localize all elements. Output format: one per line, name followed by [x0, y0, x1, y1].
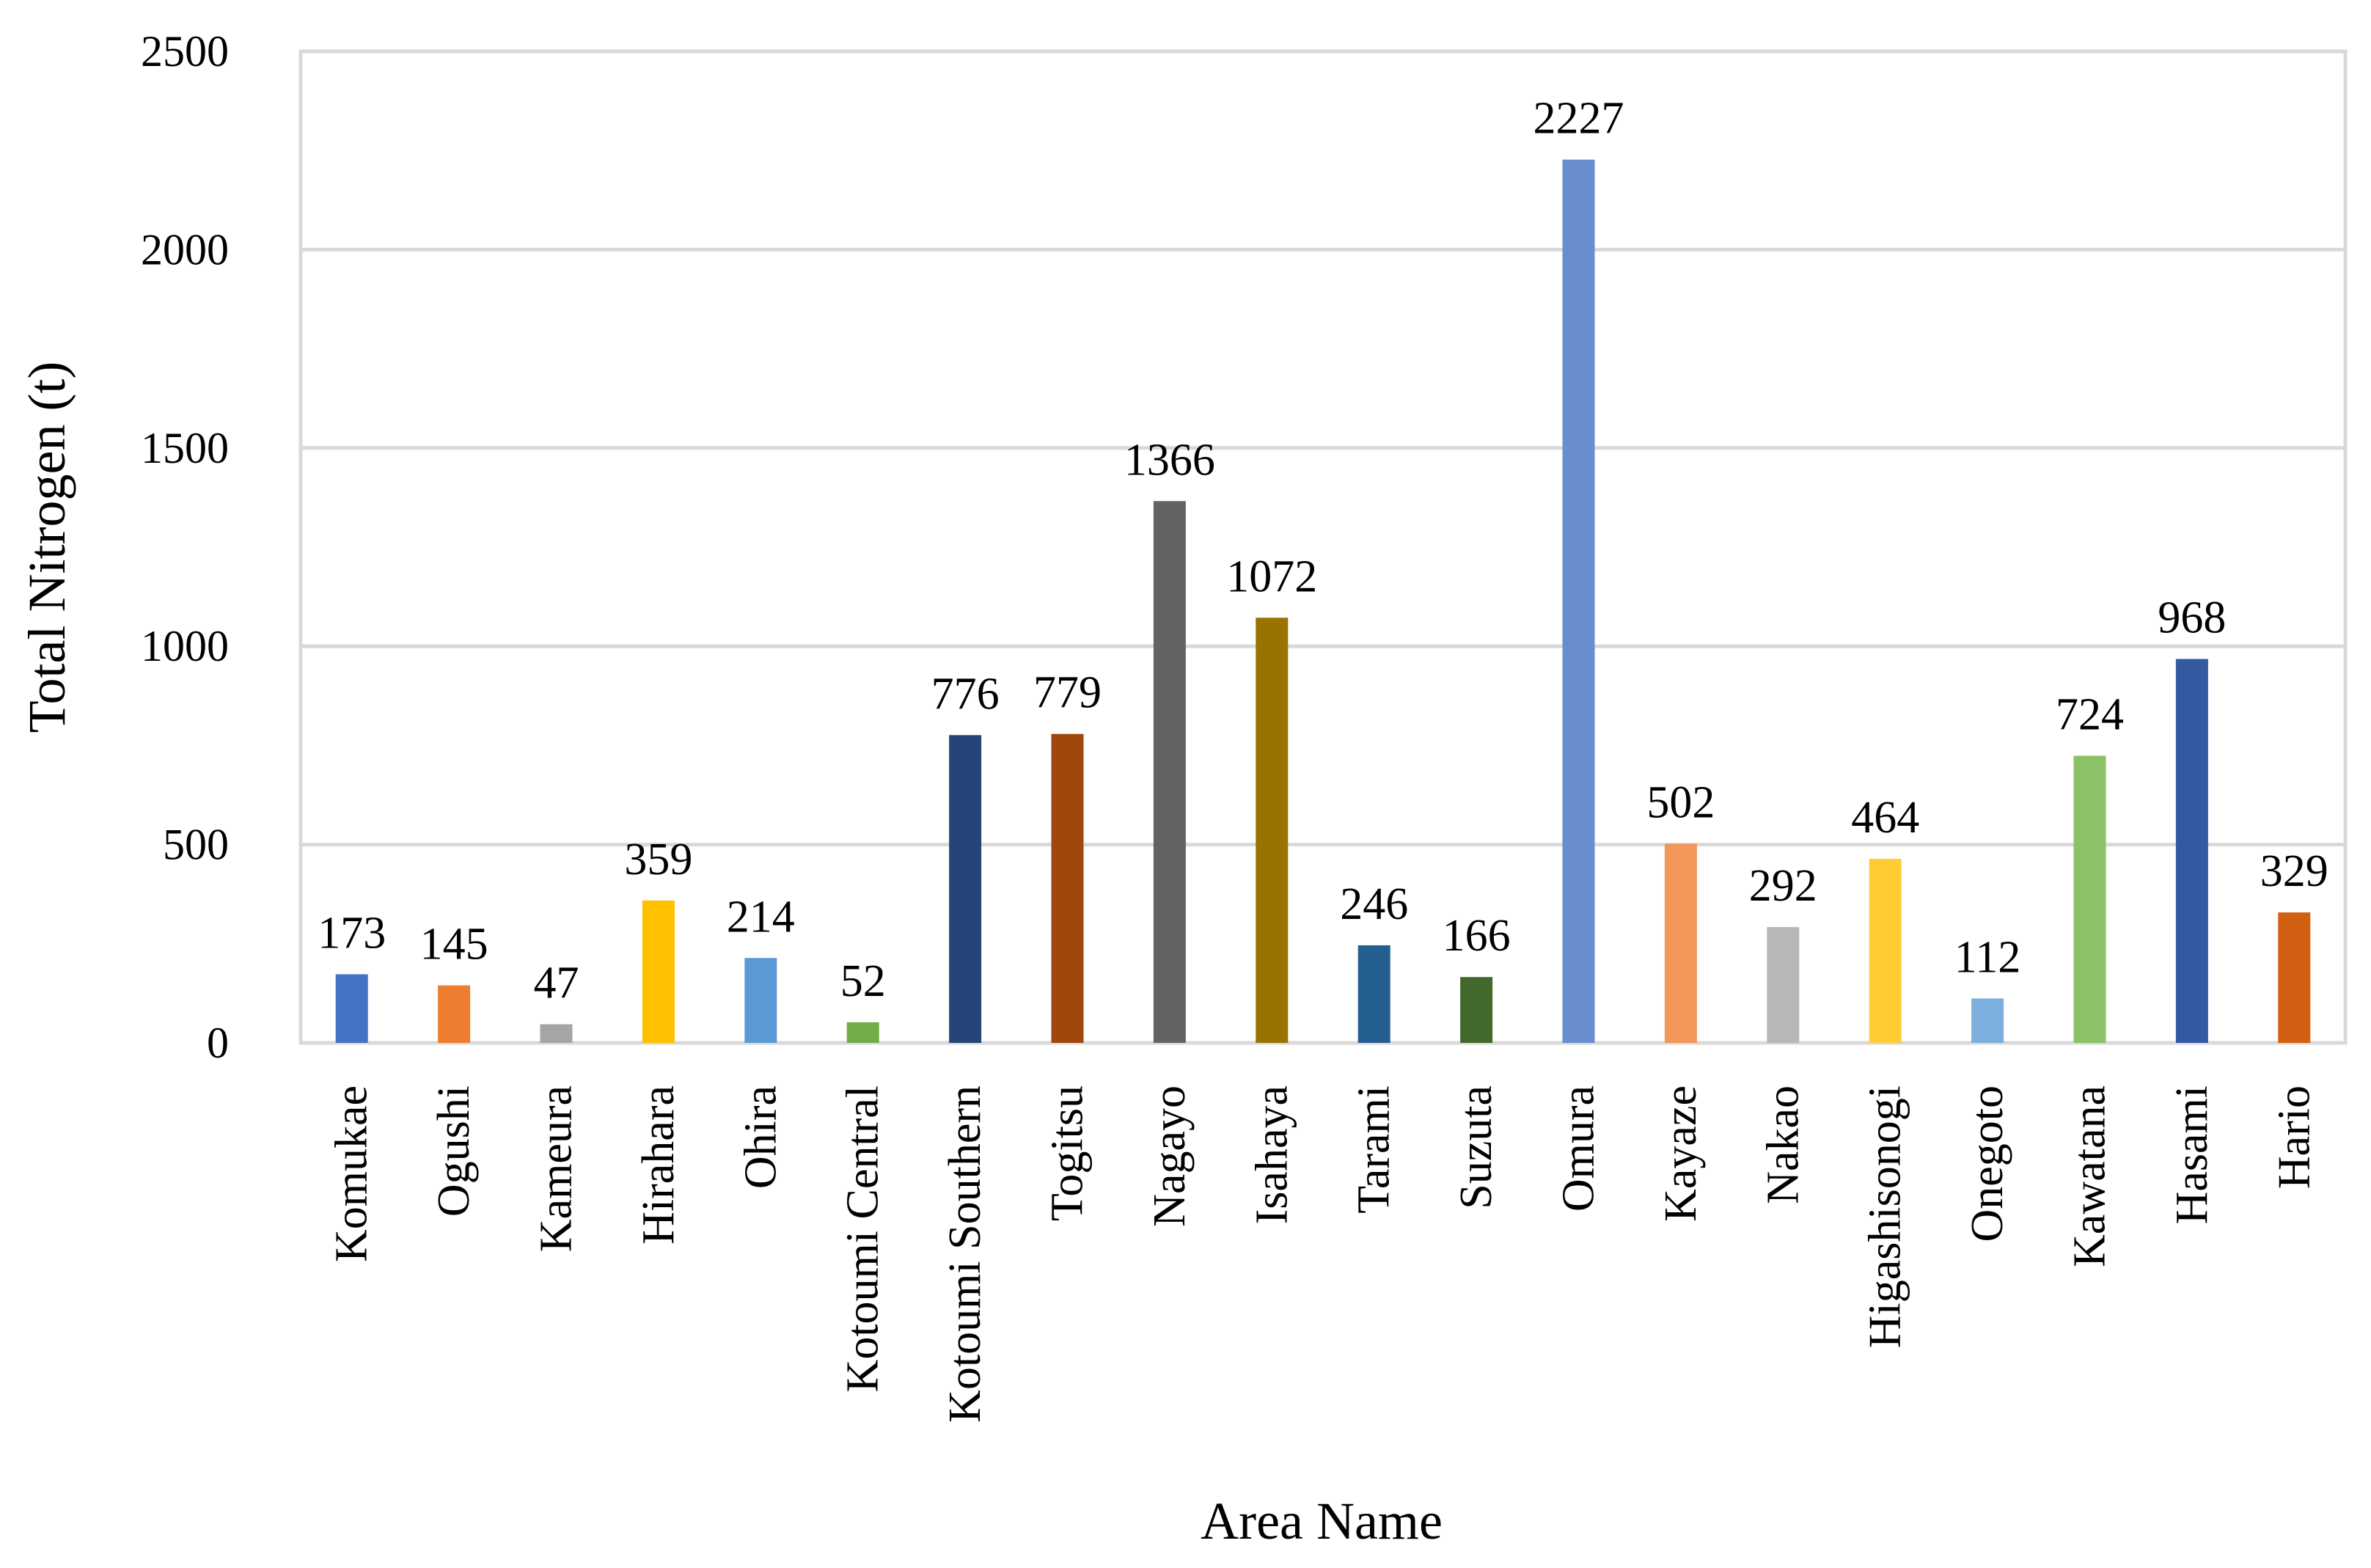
- data-label: 359: [624, 835, 692, 884]
- bar-higashisonogi: [1869, 859, 1902, 1043]
- y-tick-label: 1500: [141, 424, 229, 472]
- x-category-label: Kawatana: [2065, 1085, 2115, 1267]
- x-category-label: Kameura: [532, 1085, 582, 1252]
- bar-ogushi: [438, 985, 471, 1043]
- x-category-label: Omura: [1554, 1085, 1604, 1212]
- data-label: 329: [2260, 846, 2328, 896]
- bar-hario: [2278, 912, 2311, 1043]
- x-category-label: Hasami: [2167, 1085, 2217, 1224]
- x-category-label: Kayaze: [1656, 1085, 1706, 1222]
- bar-togitsu: [1051, 733, 1084, 1043]
- x-category-label: Tarami: [1349, 1085, 1399, 1214]
- data-label: 502: [1646, 778, 1715, 828]
- x-category-label: Nagayo: [1145, 1085, 1195, 1227]
- bars: [335, 159, 2311, 1043]
- data-label: 724: [2056, 689, 2124, 739]
- x-category-label: Togitsu: [1043, 1085, 1093, 1221]
- data-label: 1072: [1226, 552, 1317, 601]
- x-axis-title: Area Name: [1201, 1492, 1443, 1550]
- y-tick-label: 2500: [141, 27, 229, 76]
- bar-hasami: [2175, 659, 2208, 1043]
- bar-kotoumi-southern: [949, 735, 982, 1043]
- bar-ohira: [744, 958, 777, 1043]
- bar-omura: [1562, 159, 1595, 1043]
- data-label: 166: [1443, 911, 1511, 961]
- bar-kameura: [540, 1024, 573, 1043]
- bar-suzuta: [1460, 977, 1493, 1043]
- data-labels: 173 145 47 359 214 52 776 779 1366 1072 246 166 2227…: [318, 94, 2328, 1008]
- bar-onegoto: [1971, 998, 2004, 1043]
- data-label: 145: [420, 920, 488, 970]
- bar-kayaze: [1664, 843, 1697, 1043]
- bar-isahaya: [1256, 618, 1289, 1043]
- bar-kawatana: [2073, 755, 2106, 1043]
- y-tick-label: 2000: [141, 225, 229, 274]
- data-label: 112: [1954, 932, 2021, 982]
- bar-kotoumi-central: [846, 1022, 879, 1043]
- bar-nagayo: [1153, 501, 1186, 1043]
- bar-komukae: [335, 974, 368, 1043]
- data-label: 1366: [1124, 435, 1215, 485]
- bar-tarami: [1357, 945, 1390, 1043]
- y-tick-label: 0: [207, 1019, 229, 1067]
- bar-hirahara: [642, 900, 675, 1043]
- x-category-label: Hirahara: [634, 1085, 684, 1245]
- data-label: 246: [1340, 879, 1408, 929]
- data-label: 968: [2158, 593, 2226, 643]
- data-label: 292: [1749, 861, 1817, 911]
- x-category-label: Kotoumi Southern: [940, 1085, 990, 1423]
- data-label: 52: [840, 956, 886, 1006]
- data-label: 173: [318, 908, 386, 958]
- y-tick-label: 1000: [141, 622, 229, 670]
- x-category-label: Higashisonogi: [1861, 1085, 1910, 1348]
- data-label: 779: [1033, 668, 1102, 718]
- bar-nakao: [1767, 927, 1800, 1043]
- plot-area-frame: [298, 49, 2348, 1045]
- y-axis-ticks: 0 500 1000 1500 2000 2500: [141, 27, 229, 1067]
- x-category-label: Suzuta: [1451, 1085, 1501, 1209]
- y-tick-label: 500: [163, 821, 229, 869]
- x-category-label: Kotoumi Central: [838, 1085, 888, 1392]
- x-category-label: Komukae: [327, 1085, 377, 1262]
- data-label: 776: [931, 669, 1000, 719]
- x-category-label: Isahaya: [1247, 1085, 1297, 1224]
- data-label: 464: [1851, 793, 1919, 843]
- x-category-label: Ogushi: [429, 1085, 479, 1217]
- x-category-label: Nakao: [1758, 1085, 1808, 1204]
- y-axis-title: Total Nitrogen (t): [18, 362, 76, 733]
- data-label: 2227: [1533, 94, 1624, 144]
- x-category-label: Hario: [2269, 1085, 2319, 1189]
- data-label: 214: [727, 892, 795, 942]
- data-label: 47: [534, 959, 579, 1008]
- x-category-label: Onegoto: [1963, 1085, 2012, 1242]
- x-category-label: Ohira: [736, 1085, 785, 1189]
- gridlines: [301, 247, 2345, 847]
- x-axis-categories: Komukae Ogushi Kameura Hirahara Ohira Kotoumi…: [327, 1085, 2320, 1423]
